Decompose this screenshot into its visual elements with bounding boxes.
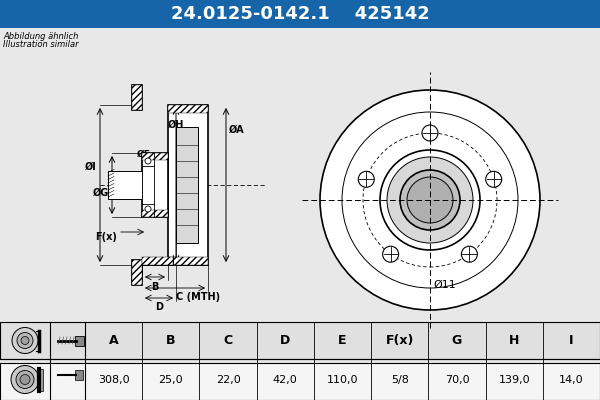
Text: F(x): F(x) xyxy=(95,232,117,242)
Text: B: B xyxy=(166,334,176,347)
Polygon shape xyxy=(168,257,208,265)
Circle shape xyxy=(358,171,374,187)
Text: Abbildung ähnlich: Abbildung ähnlich xyxy=(3,32,79,41)
Text: F(x): F(x) xyxy=(386,334,414,347)
Text: 24.0125-0142.1    425142: 24.0125-0142.1 425142 xyxy=(170,5,430,23)
Polygon shape xyxy=(142,257,173,265)
Text: ØG: ØG xyxy=(93,188,109,198)
Polygon shape xyxy=(168,105,208,113)
Circle shape xyxy=(21,336,29,344)
Polygon shape xyxy=(142,166,154,204)
Circle shape xyxy=(422,125,438,141)
FancyBboxPatch shape xyxy=(0,363,600,400)
Circle shape xyxy=(11,366,39,394)
Polygon shape xyxy=(108,171,142,199)
Polygon shape xyxy=(176,127,198,243)
Text: A: A xyxy=(109,334,118,347)
Text: 42,0: 42,0 xyxy=(273,374,298,384)
Circle shape xyxy=(383,246,398,262)
Circle shape xyxy=(145,206,151,212)
Text: B: B xyxy=(151,282,158,292)
Text: 14,0: 14,0 xyxy=(559,374,584,384)
FancyBboxPatch shape xyxy=(74,370,83,380)
Circle shape xyxy=(20,374,30,384)
Text: 308,0: 308,0 xyxy=(98,374,130,384)
Text: ØE: ØE xyxy=(137,150,151,159)
Text: 25,0: 25,0 xyxy=(158,374,183,384)
Text: ØA: ØA xyxy=(229,125,245,135)
Text: I: I xyxy=(569,334,574,347)
Text: C (MTH): C (MTH) xyxy=(176,292,220,302)
Text: 70,0: 70,0 xyxy=(445,374,469,384)
Polygon shape xyxy=(142,257,173,265)
Text: ØH: ØH xyxy=(168,120,184,130)
Circle shape xyxy=(16,370,34,388)
Text: ØI: ØI xyxy=(85,162,97,172)
Circle shape xyxy=(12,328,38,354)
Text: C: C xyxy=(223,334,233,347)
FancyBboxPatch shape xyxy=(0,0,600,28)
Circle shape xyxy=(400,170,460,230)
Text: E: E xyxy=(338,334,347,347)
Polygon shape xyxy=(132,85,142,110)
Text: Ate: Ate xyxy=(382,135,468,195)
Text: Ø11: Ø11 xyxy=(434,280,457,290)
Polygon shape xyxy=(142,210,168,217)
Polygon shape xyxy=(142,153,168,160)
Polygon shape xyxy=(132,260,142,285)
Circle shape xyxy=(145,158,151,164)
Polygon shape xyxy=(132,85,142,110)
FancyBboxPatch shape xyxy=(74,336,83,346)
Text: Illustration similar: Illustration similar xyxy=(3,40,79,49)
Circle shape xyxy=(486,171,502,187)
Circle shape xyxy=(461,246,478,262)
Text: D: D xyxy=(155,302,163,312)
Text: 139,0: 139,0 xyxy=(499,374,530,384)
Polygon shape xyxy=(168,105,208,265)
Text: H: H xyxy=(509,334,520,347)
Circle shape xyxy=(380,150,480,250)
Circle shape xyxy=(407,177,453,223)
Circle shape xyxy=(17,332,33,348)
Polygon shape xyxy=(132,260,142,285)
Text: 110,0: 110,0 xyxy=(327,374,358,384)
FancyBboxPatch shape xyxy=(0,322,600,359)
Text: D: D xyxy=(280,334,290,347)
Text: 5/8: 5/8 xyxy=(391,374,409,384)
Polygon shape xyxy=(142,153,168,217)
Text: 22,0: 22,0 xyxy=(215,374,241,384)
Circle shape xyxy=(387,157,473,243)
FancyBboxPatch shape xyxy=(39,368,43,390)
Circle shape xyxy=(320,90,540,310)
Text: G: G xyxy=(452,334,462,347)
